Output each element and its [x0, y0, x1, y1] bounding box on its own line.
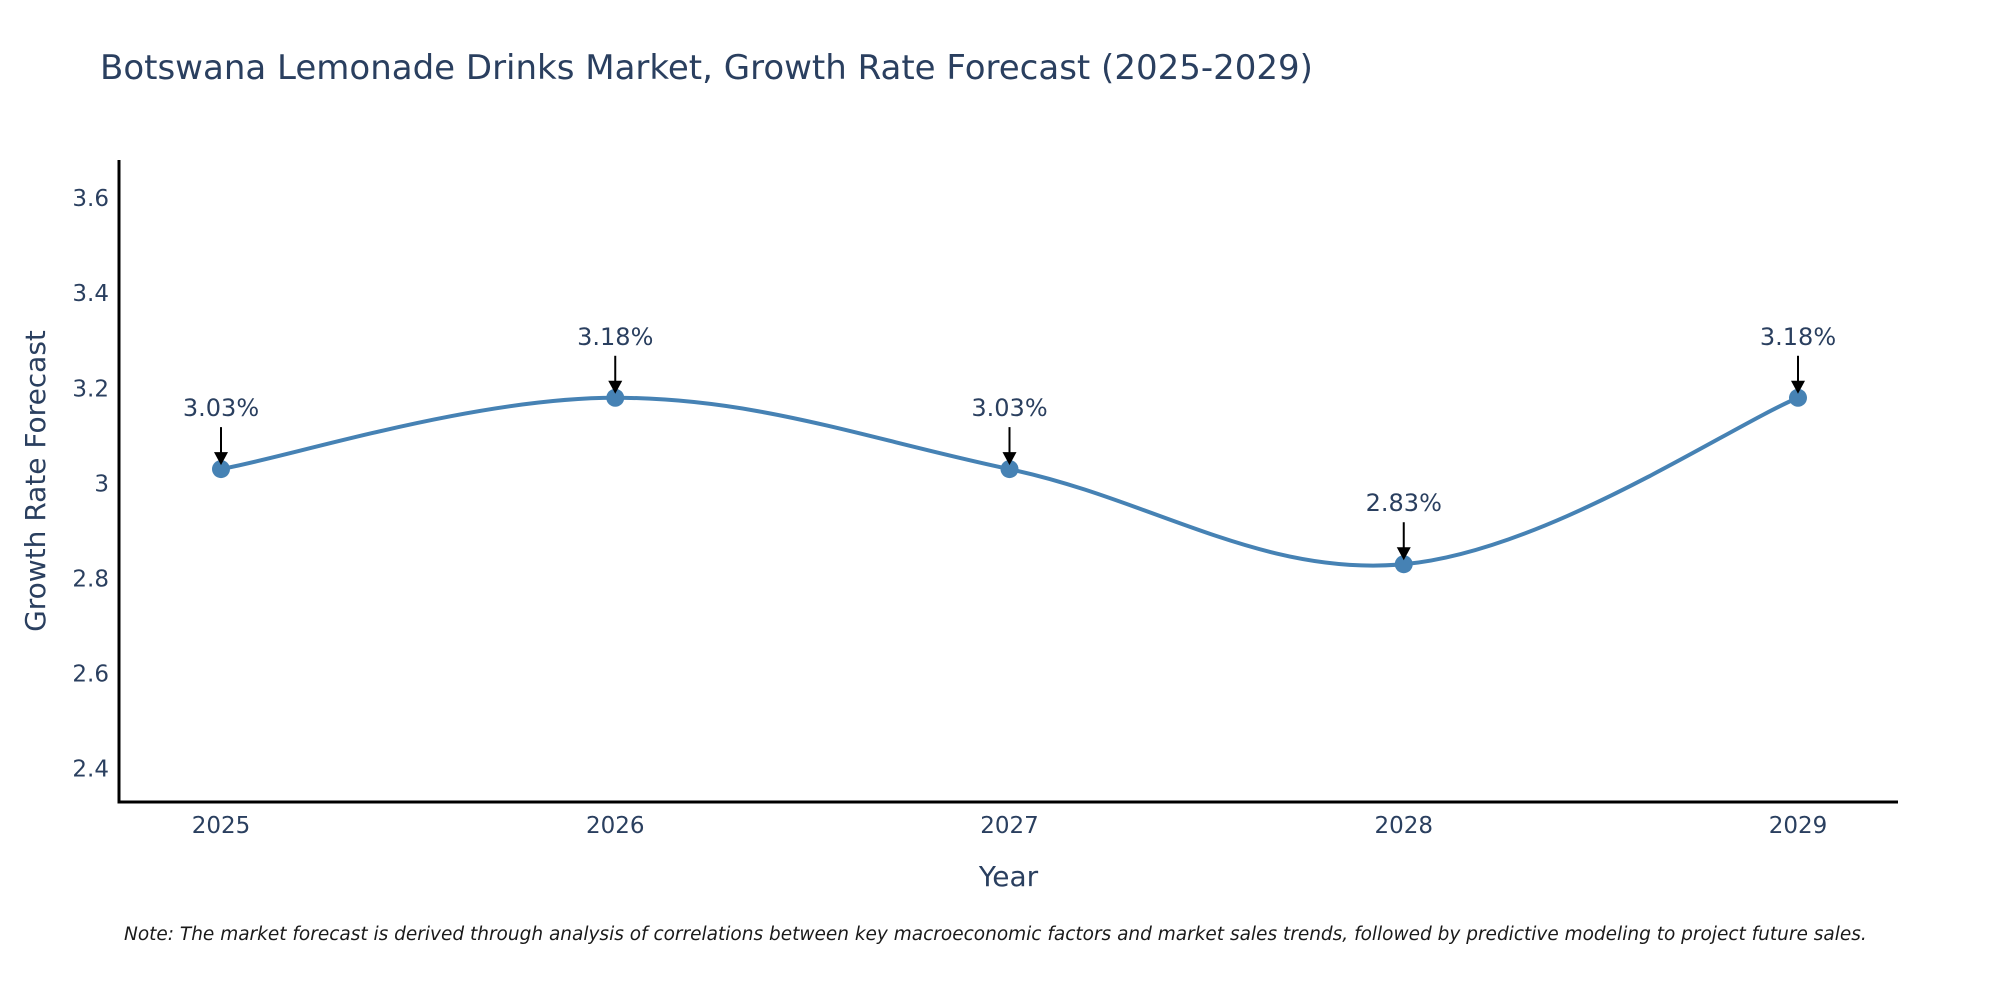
- data-point: [1000, 460, 1019, 479]
- footnote: Note: The market forecast is derived thr…: [124, 924, 1867, 945]
- x-tick-label: 2028: [1374, 813, 1433, 839]
- annotation-text: 3.03%: [971, 394, 1047, 422]
- series-line: [220, 395, 1799, 568]
- x-axis-title: Year: [978, 860, 1039, 893]
- data-point: [1789, 388, 1807, 407]
- y-tick-label: 3.2: [72, 376, 109, 402]
- y-axis-ticks: 2.4 2.6 2.8 3 3.2 3.4 3.6: [72, 186, 109, 783]
- y-axis-title: Growth Rate Forecast: [19, 330, 52, 632]
- y-tick-label: 3.4: [72, 281, 109, 307]
- data-points: [212, 388, 1807, 574]
- data-label: 3.18%: [1760, 323, 1836, 394]
- data-labels: 3.03% 3.18% 3.03% 2.83% 3.18%: [183, 323, 1836, 561]
- chart-title: Botswana Lemonade Drinks Market, Growth …: [100, 48, 1313, 88]
- annotation-arrow-head: [608, 380, 623, 394]
- annotation-text: 2.83%: [1366, 489, 1442, 517]
- annotation-text: 3.03%: [183, 394, 259, 422]
- y-tick-label: 2.4: [72, 757, 109, 783]
- data-label: 3.03%: [183, 394, 259, 466]
- data-point: [1394, 555, 1413, 574]
- x-tick-label: 2026: [586, 813, 645, 839]
- y-tick-label: 2.6: [72, 662, 109, 688]
- annotation-arrow-head: [1791, 380, 1805, 394]
- data-label: 3.03%: [971, 394, 1048, 466]
- data-point: [606, 388, 625, 407]
- x-tick-label: 2029: [1769, 813, 1828, 839]
- annotation-text: 3.18%: [577, 323, 653, 351]
- x-tick-label: 2027: [980, 813, 1039, 839]
- y-tick-label: 2.8: [72, 566, 109, 592]
- x-axis-ticks: 2025 2026 2027 2028 2029: [192, 813, 1828, 839]
- y-tick-label: 3.6: [72, 186, 109, 212]
- y-tick-label: 3: [94, 471, 109, 497]
- data-label: 2.83%: [1366, 489, 1442, 561]
- annotation-text: 3.18%: [1760, 323, 1836, 351]
- data-point: [212, 460, 230, 479]
- annotation-arrow-head: [214, 452, 228, 466]
- data-label: 3.18%: [577, 323, 653, 394]
- x-tick-label: 2025: [192, 813, 251, 839]
- annotation-arrow-head: [1002, 452, 1017, 466]
- annotation-arrow-head: [1396, 547, 1411, 561]
